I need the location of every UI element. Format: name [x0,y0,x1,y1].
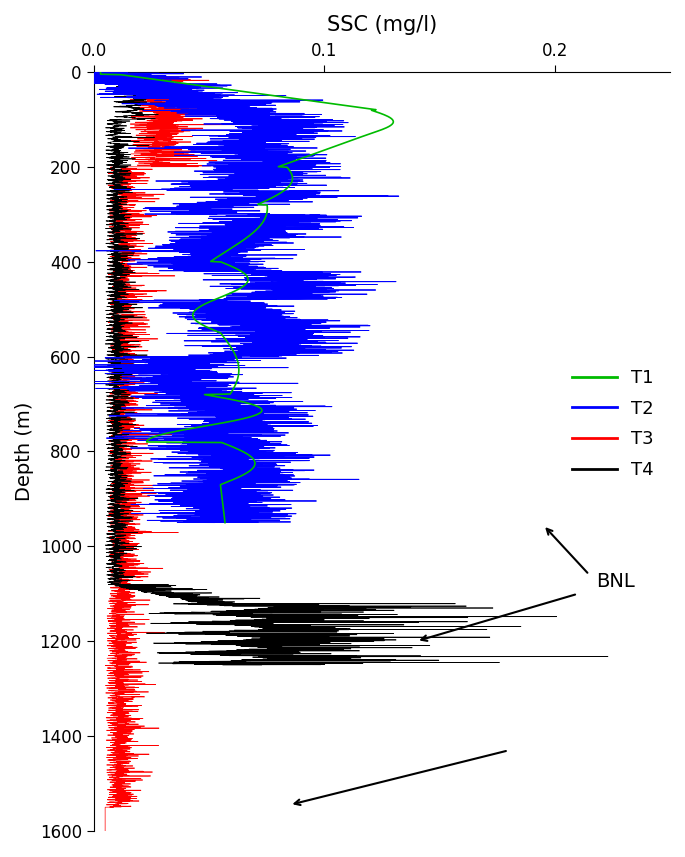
Y-axis label: Depth (m): Depth (m) [15,402,34,501]
Legend: T1, T2, T3, T4: T1, T2, T3, T4 [564,362,661,486]
Text: BNL: BNL [596,572,635,591]
Title: SSC (mg/l): SSC (mg/l) [327,15,437,35]
